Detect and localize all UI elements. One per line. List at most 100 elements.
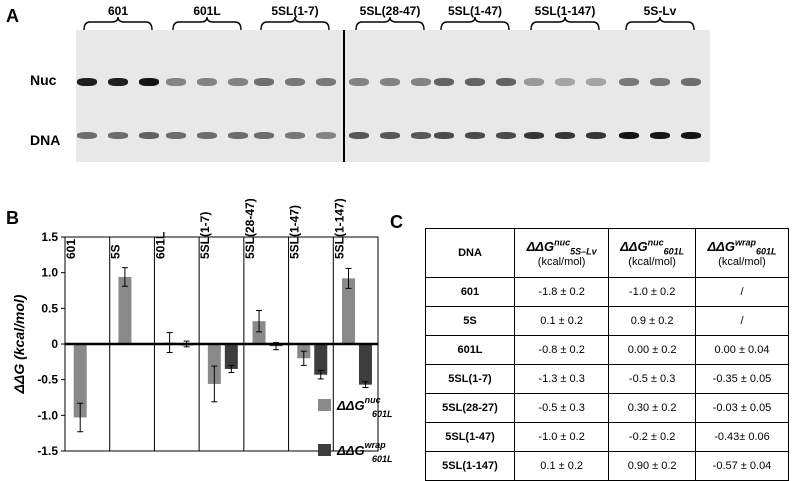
gel-band xyxy=(496,132,516,139)
panel-letter-c: C xyxy=(390,212,403,232)
table-row: 5SL(1-7) -1.3 ± 0.3 -0.5 ± 0.3 -0.35 ± 0… xyxy=(425,364,790,394)
table-cell: 0.90 ± 0.2 xyxy=(608,451,696,481)
table-cell-dna: 601 xyxy=(425,277,515,307)
gel-band xyxy=(254,132,274,139)
category-label: 5SL(1-147) xyxy=(332,198,346,259)
error-bar xyxy=(256,309,263,333)
gel-band xyxy=(496,78,516,86)
header-col-1: ΔΔGnuc5S–Lv (kcal/mol) xyxy=(513,228,610,278)
table-cell: -0.35 ± 0.05 xyxy=(694,364,790,394)
table-cell: -1.0 ± 0.2 xyxy=(608,277,696,307)
bar-chart: -1.5 -1.0 -0.5 0 0.5 1.0 1.5 ΔΔG (kcal/mol) 601 5… xyxy=(11,198,393,464)
table-cell-dna: 5SL(1-47) xyxy=(425,422,515,452)
gel-group-bracket xyxy=(440,16,510,31)
table-cell: -0.8 ± 0.2 xyxy=(513,335,610,365)
error-bar xyxy=(166,332,173,354)
error-bar xyxy=(300,350,307,366)
category-label: 5SL(1-47) xyxy=(288,205,302,259)
gel-divider xyxy=(343,30,345,162)
table-row: 601 -1.8 ± 0.2 -1.0 ± 0.2 / xyxy=(425,277,790,307)
legend-item: ΔΔGnuc 601L xyxy=(318,395,393,419)
gel-band xyxy=(228,78,248,86)
gel-band xyxy=(524,132,544,139)
gel-band xyxy=(650,132,670,139)
category-label: 601 xyxy=(64,239,78,259)
legend-label: ΔΔGnuc 601L xyxy=(336,395,393,419)
gel-band xyxy=(681,132,701,139)
gel-band xyxy=(139,132,159,139)
error-bar xyxy=(345,267,352,289)
panel-letter-b: B xyxy=(6,208,19,228)
gel-band xyxy=(524,78,544,86)
table-cell: -0.5 ± 0.3 xyxy=(513,393,610,423)
table-cell: 0.1 ± 0.2 xyxy=(513,306,610,336)
gel-group-bracket xyxy=(172,16,242,31)
y-tick-label: -1.0 xyxy=(37,408,58,422)
gel-band xyxy=(108,78,128,86)
gel-band xyxy=(254,78,274,86)
gel-band xyxy=(108,132,128,139)
table-cell-dna: 5SL(1-7) xyxy=(425,364,515,394)
table-cell-dna: 601L xyxy=(425,335,515,365)
table-cell: 0.30 ± 0.2 xyxy=(608,393,696,423)
legend-label: ΔΔGwrap 601L xyxy=(336,440,393,464)
gel-band xyxy=(349,132,369,139)
gel-band xyxy=(228,132,248,139)
y-tick-label: 1.5 xyxy=(41,230,58,244)
gel-group-bracket xyxy=(530,16,600,31)
gel-band xyxy=(380,132,400,139)
table-cell-dna: 5S xyxy=(425,306,515,336)
gel-panel: A Nuc DNA 601 601L 5SL(1-7) 5SL(28-47) 5SL(1… xyxy=(0,0,800,175)
panel-letter-a: A xyxy=(6,6,19,26)
table-cell: -0.43± 0.06 xyxy=(694,422,790,452)
gel-band xyxy=(619,132,639,139)
y-tick-label: 1.0 xyxy=(41,266,58,280)
table-row: 601L -0.8 ± 0.2 0.00 ± 0.2 0.00 ± 0.04 xyxy=(425,335,790,365)
gel-image xyxy=(76,30,710,162)
gel-band xyxy=(166,132,186,139)
table-cell: -0.2 ± 0.2 xyxy=(608,422,696,452)
y-tick-label: -1.5 xyxy=(37,444,58,458)
table-header-row: DNA ΔΔGnuc5S–Lv (kcal/mol) ΔΔGnuc601L (k… xyxy=(425,228,790,278)
gel-band xyxy=(349,78,369,86)
gel-band xyxy=(285,132,305,139)
table-cell: / xyxy=(694,277,790,307)
table-cell: -1.0 ± 0.2 xyxy=(513,422,610,452)
gel-band xyxy=(619,78,639,86)
gel-band xyxy=(411,132,431,139)
gel-row-label-nuc: Nuc xyxy=(30,72,57,88)
error-bar xyxy=(362,381,369,389)
gel-band xyxy=(650,78,670,86)
gel-band xyxy=(139,78,159,86)
table-cell: 0.9 ± 0.2 xyxy=(608,306,696,336)
error-bar xyxy=(77,402,84,433)
legend-swatch xyxy=(318,399,331,411)
gel-band xyxy=(380,78,400,86)
table-row: 5SL(1-47) -1.0 ± 0.2 -0.2 ± 0.2 -0.43± 0… xyxy=(425,422,790,452)
category-label: 5SL(1-7) xyxy=(198,212,212,259)
gel-band xyxy=(411,78,431,86)
gel-band xyxy=(681,78,701,86)
gel-brackets xyxy=(83,16,695,31)
gel-group-label: 5SL(1-47) xyxy=(447,4,503,18)
table-cell: / xyxy=(694,306,790,336)
gel-band xyxy=(465,132,485,139)
table-cell-dna: 5SL(28-27) xyxy=(425,393,515,423)
table-row: 5SL(1-147) 0.1 ± 0.2 0.90 ± 0.2 -0.57 ± … xyxy=(425,451,790,481)
y-tick-label: 0.5 xyxy=(41,301,58,315)
header-col-2: ΔΔGnuc601L (kcal/mol) xyxy=(608,228,696,278)
error-bar xyxy=(121,267,128,287)
gel-group-bracket xyxy=(625,16,695,31)
table-cell-dna: 5SL(1-147) xyxy=(425,451,515,481)
gel-group-label: 5S-Lv xyxy=(643,4,677,18)
gel-band xyxy=(586,132,606,139)
table-cell: -0.03 ± 0.05 xyxy=(694,393,790,423)
gel-band xyxy=(465,78,485,86)
gel-band xyxy=(555,78,575,86)
bar xyxy=(207,344,221,384)
gel-band xyxy=(77,78,97,86)
gel-group-label: 5SL(1-7) xyxy=(271,4,319,18)
table-cell: -1.8 ± 0.2 xyxy=(513,277,610,307)
bar xyxy=(224,344,238,369)
gel-band xyxy=(316,78,336,86)
